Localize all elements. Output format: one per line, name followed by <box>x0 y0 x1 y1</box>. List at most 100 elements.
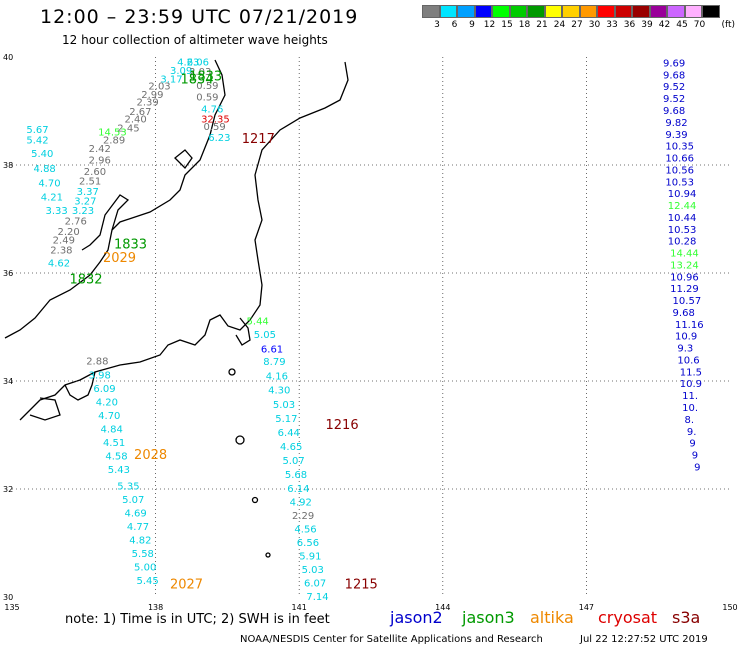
wave-height-value: 2.42 <box>89 144 111 155</box>
legend-swatch <box>457 5 475 18</box>
wave-height-value: 10.6 <box>677 355 699 366</box>
wave-height-value: 10.28 <box>668 237 697 248</box>
wave-height-value: 3.27 <box>74 197 96 208</box>
wave-height-value: 10.9 <box>680 379 702 390</box>
wave-height-value: 8.79 <box>263 357 285 368</box>
legend-tick-label: 70 <box>693 20 706 30</box>
wave-height-value: 9.68 <box>673 308 695 319</box>
wave-height-value: 14.44 <box>670 249 699 260</box>
wave-height-value: 10.53 <box>668 225 697 236</box>
map-subtitle: 12 hour collection of altimeter wave hei… <box>62 33 328 47</box>
legend-swatch <box>509 5 527 18</box>
wave-height-value: 3.33 <box>46 206 68 217</box>
wave-height-value: 10.57 <box>673 296 702 307</box>
wave-height-value: 5.91 <box>299 552 321 563</box>
pass-time-label: 2029 <box>103 251 136 266</box>
wave-height-value: 2.29 <box>292 511 314 522</box>
legend-tick-label: 27 <box>571 20 583 30</box>
wave-height-value: 5.45 <box>136 576 158 587</box>
wave-height-value: 6.44 <box>278 428 300 439</box>
wave-height-value: 10.53 <box>665 177 694 188</box>
credit-line: NOAA/NESDIS Center for Satellite Applica… <box>240 634 543 645</box>
wave-height-value: 4.70 <box>98 411 120 422</box>
wave-height-value: 5.44 <box>247 317 269 328</box>
wave-height-value: 2.96 <box>89 156 111 167</box>
wave-height-value: 5.40 <box>31 149 53 160</box>
legend-tick-label: 42 <box>658 20 671 30</box>
legend-swatch <box>632 5 650 18</box>
legend-tick-label: 9 <box>469 20 475 30</box>
legend-swatch <box>597 5 615 18</box>
legend-swatch <box>474 5 492 18</box>
satellite-altika-label: altika <box>530 608 574 627</box>
wave-height-value: 5.68 <box>285 470 307 481</box>
wave-height-value: 2.38 <box>50 245 72 256</box>
wave-height-value: 5.67 <box>26 125 48 136</box>
legend-unit: (ft) <box>721 20 736 30</box>
wave-height-value: 9.69 <box>663 58 685 69</box>
legend-tick-label: 33 <box>606 20 618 30</box>
wave-height-value: 6.09 <box>93 384 115 395</box>
pass-time-label: 1832 <box>69 272 102 287</box>
wave-height-value: 9.68 <box>663 70 685 81</box>
wave-height-value: 5.17 <box>275 414 297 425</box>
wave-height-value: 11.29 <box>670 284 699 295</box>
legend-swatch <box>439 5 457 18</box>
pass-time-label: 1833 <box>189 69 222 84</box>
wave-height-value: 5.07 <box>282 456 304 467</box>
wave-height-value: 4.65 <box>280 442 302 453</box>
longitude-label: 141 <box>292 603 307 612</box>
generation-timestamp: Jul 22 12:27:52 UTC 2019 <box>580 634 708 645</box>
legend-tick-label: 6 <box>451 20 458 30</box>
pass-time-label: 1215 <box>345 578 378 593</box>
wave-height-value: 4.58 <box>105 452 127 463</box>
wave-height-value: 9.52 <box>663 82 685 93</box>
wave-height-value: 4.69 <box>124 508 146 519</box>
wave-height-value: 5.05 <box>254 330 276 341</box>
wave-height-value: 9.68 <box>663 106 685 117</box>
legend-tick-label: 30 <box>588 20 601 30</box>
legend-swatch <box>702 5 720 18</box>
wave-height-value: 2.89 <box>103 136 125 147</box>
wave-height-value: 3.23 <box>72 206 94 217</box>
longitude-label: 135 <box>4 603 19 612</box>
wave-height-value: 9.52 <box>663 94 685 105</box>
wave-height-value: 2.39 <box>136 97 158 108</box>
wave-height-value: 0.59 <box>196 93 218 104</box>
map-title: 12:00 – 23:59 UTC 07/21/2019 <box>40 6 359 28</box>
pass-time-label: 1217 <box>242 132 275 147</box>
wave-height-value: 9. <box>687 427 697 438</box>
legend-swatch <box>614 5 632 18</box>
wave-height-value: 3.09 <box>170 66 192 77</box>
wave-height-value: 4.70 <box>38 178 60 189</box>
wave-height-value: 2.67 <box>129 107 151 118</box>
wave-height-value: 5.35 <box>117 481 139 492</box>
wave-height-value: 3.37 <box>77 187 99 198</box>
wave-height-value: 9.3 <box>677 344 693 355</box>
wave-height-value: 8. <box>685 415 695 426</box>
legend-swatch <box>667 5 685 18</box>
wave-height-value: 2.45 <box>117 123 139 134</box>
wave-height-value: 9 <box>694 462 700 473</box>
wave-height-value: 9.82 <box>665 118 687 129</box>
wave-height-value: 2.76 <box>65 217 87 228</box>
wave-height-value: 5.58 <box>132 549 154 560</box>
longitude-label: 147 <box>579 603 594 612</box>
legend-tick-label: 45 <box>676 20 688 30</box>
wave-height-value: 2.03 <box>148 82 170 93</box>
latitude-label: 36 <box>3 269 13 278</box>
legend-tick-label: 36 <box>623 20 636 30</box>
wave-height-value: 11.5 <box>680 367 702 378</box>
wave-height-value: 10.56 <box>665 165 694 176</box>
wave-height-value: 6.61 <box>261 345 283 356</box>
wave-height-value: 4.88 <box>34 164 56 175</box>
legend-tick-label: 39 <box>641 20 653 30</box>
wave-height-value: 2.88 <box>86 357 108 368</box>
wave-height-value: 4.77 <box>127 522 149 533</box>
wave-height-value: 6.23 <box>208 133 230 144</box>
pass-time-label: 2028 <box>134 448 167 463</box>
legend-tick-label: 21 <box>536 20 548 30</box>
satellite-cryosat-label: cryosat <box>598 608 658 627</box>
wave-height-value: 4.62 <box>48 258 70 269</box>
